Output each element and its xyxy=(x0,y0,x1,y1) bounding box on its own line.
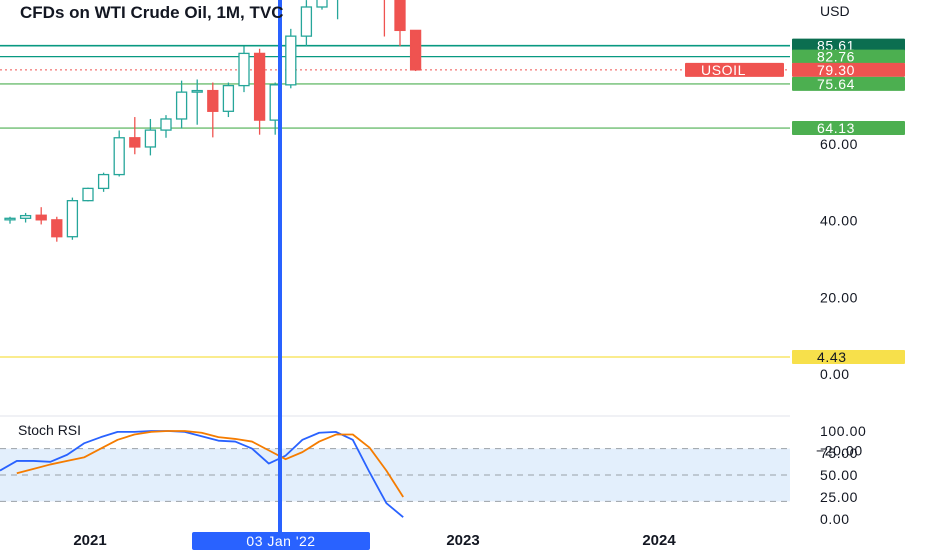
stoch-series-line xyxy=(0,430,404,518)
stoch-y-tick-label: 50.00 xyxy=(820,467,858,483)
crosshair-date-bg xyxy=(192,532,370,550)
stoch-y-tick-label: 25.00 xyxy=(820,489,858,505)
y-tick-label: −20.00 xyxy=(816,443,863,459)
candle-up xyxy=(4,216,16,224)
symbol-label-bg xyxy=(685,62,784,77)
price-label: 82.76 xyxy=(792,49,905,65)
price-label-bg xyxy=(792,62,905,77)
candle-body xyxy=(238,52,250,87)
candle-up xyxy=(300,0,313,47)
candle-body xyxy=(253,52,266,121)
y-tick-label: 0.00 xyxy=(820,366,850,382)
candle-up xyxy=(222,82,235,118)
candle-up xyxy=(19,212,32,223)
price-label: 4.43 xyxy=(792,349,905,365)
candle-up xyxy=(175,80,188,129)
candle-up xyxy=(66,197,79,240)
candle-body xyxy=(207,89,219,112)
candle-body xyxy=(409,29,422,71)
candle-body xyxy=(129,137,141,148)
candle-body xyxy=(113,137,125,176)
price-label: 64.13 xyxy=(792,120,905,136)
price-label-text: 79.30 xyxy=(817,62,855,78)
chart-title: CFDs on WTI Crude Oil, 1M, TVC xyxy=(20,3,284,22)
candle-body xyxy=(191,89,203,93)
candle-up xyxy=(191,79,203,125)
price-label: 79.30 USOIL xyxy=(685,62,905,78)
candle-down xyxy=(35,207,47,225)
price-label-bg xyxy=(792,38,905,53)
candle-body xyxy=(19,214,32,219)
price-label-bg xyxy=(792,49,905,64)
candle-down xyxy=(207,82,219,138)
price-label-bg xyxy=(792,76,905,91)
candle-body xyxy=(4,217,16,221)
indicator-title: Stoch RSI xyxy=(18,422,82,438)
y-tick-label: 60.00 xyxy=(820,136,858,152)
candle-body xyxy=(97,173,110,190)
candle-body xyxy=(394,0,406,32)
candle-body xyxy=(175,91,188,120)
candle-down xyxy=(51,216,63,242)
candle-body xyxy=(300,6,313,37)
candle-up xyxy=(144,118,157,156)
price-label-text: 82.76 xyxy=(817,49,855,65)
candle-up xyxy=(82,187,94,202)
candle-up xyxy=(316,0,328,10)
price-label-bg xyxy=(792,350,905,365)
candle-down xyxy=(129,117,141,155)
candle-down xyxy=(409,29,422,72)
price-label-text: 64.13 xyxy=(817,120,855,136)
candle-up xyxy=(336,0,339,20)
crosshair-line xyxy=(278,0,282,550)
candle-down xyxy=(253,48,266,135)
candle-body xyxy=(144,129,157,148)
candle-body xyxy=(222,84,235,112)
stoch-y-tick-label: 75.00 xyxy=(820,445,858,461)
candle-up xyxy=(113,130,125,177)
candle-body xyxy=(285,35,297,86)
candle-down xyxy=(394,0,406,47)
x-tick-label: 2023 xyxy=(446,532,479,549)
crosshair-date-text: 03 Jan '22 xyxy=(246,533,315,549)
stoch-band xyxy=(0,448,790,502)
candle-body xyxy=(160,118,172,131)
candle-body xyxy=(35,214,47,221)
stoch-series-line xyxy=(16,430,404,498)
candle-body xyxy=(51,219,63,238)
candle-down xyxy=(383,0,386,37)
x-tick-label: 2024 xyxy=(642,532,676,549)
candle-up xyxy=(97,172,110,192)
price-label-bg xyxy=(792,121,905,136)
symbol-label-text: USOIL xyxy=(701,62,746,78)
candle-up xyxy=(238,46,250,93)
stoch-y-tick-label: 0.00 xyxy=(820,511,850,527)
currency-label: USD xyxy=(820,3,850,19)
crosshair-date-label: 03 Jan '22 xyxy=(192,532,370,550)
candle-up xyxy=(160,115,172,138)
y-tick-label: 20.00 xyxy=(820,289,858,305)
price-label-text: 75.64 xyxy=(817,76,855,92)
stoch-y-tick-label: 100.00 xyxy=(820,423,866,439)
candle-body xyxy=(66,200,79,238)
price-label: 75.64 xyxy=(792,76,905,92)
candle-body xyxy=(316,0,328,8)
y-tick-label: 40.00 xyxy=(820,213,858,229)
x-tick-label: 2021 xyxy=(73,532,106,549)
candle-body xyxy=(82,187,94,202)
candle-up xyxy=(285,28,297,89)
price-label-text: 4.43 xyxy=(817,349,847,365)
